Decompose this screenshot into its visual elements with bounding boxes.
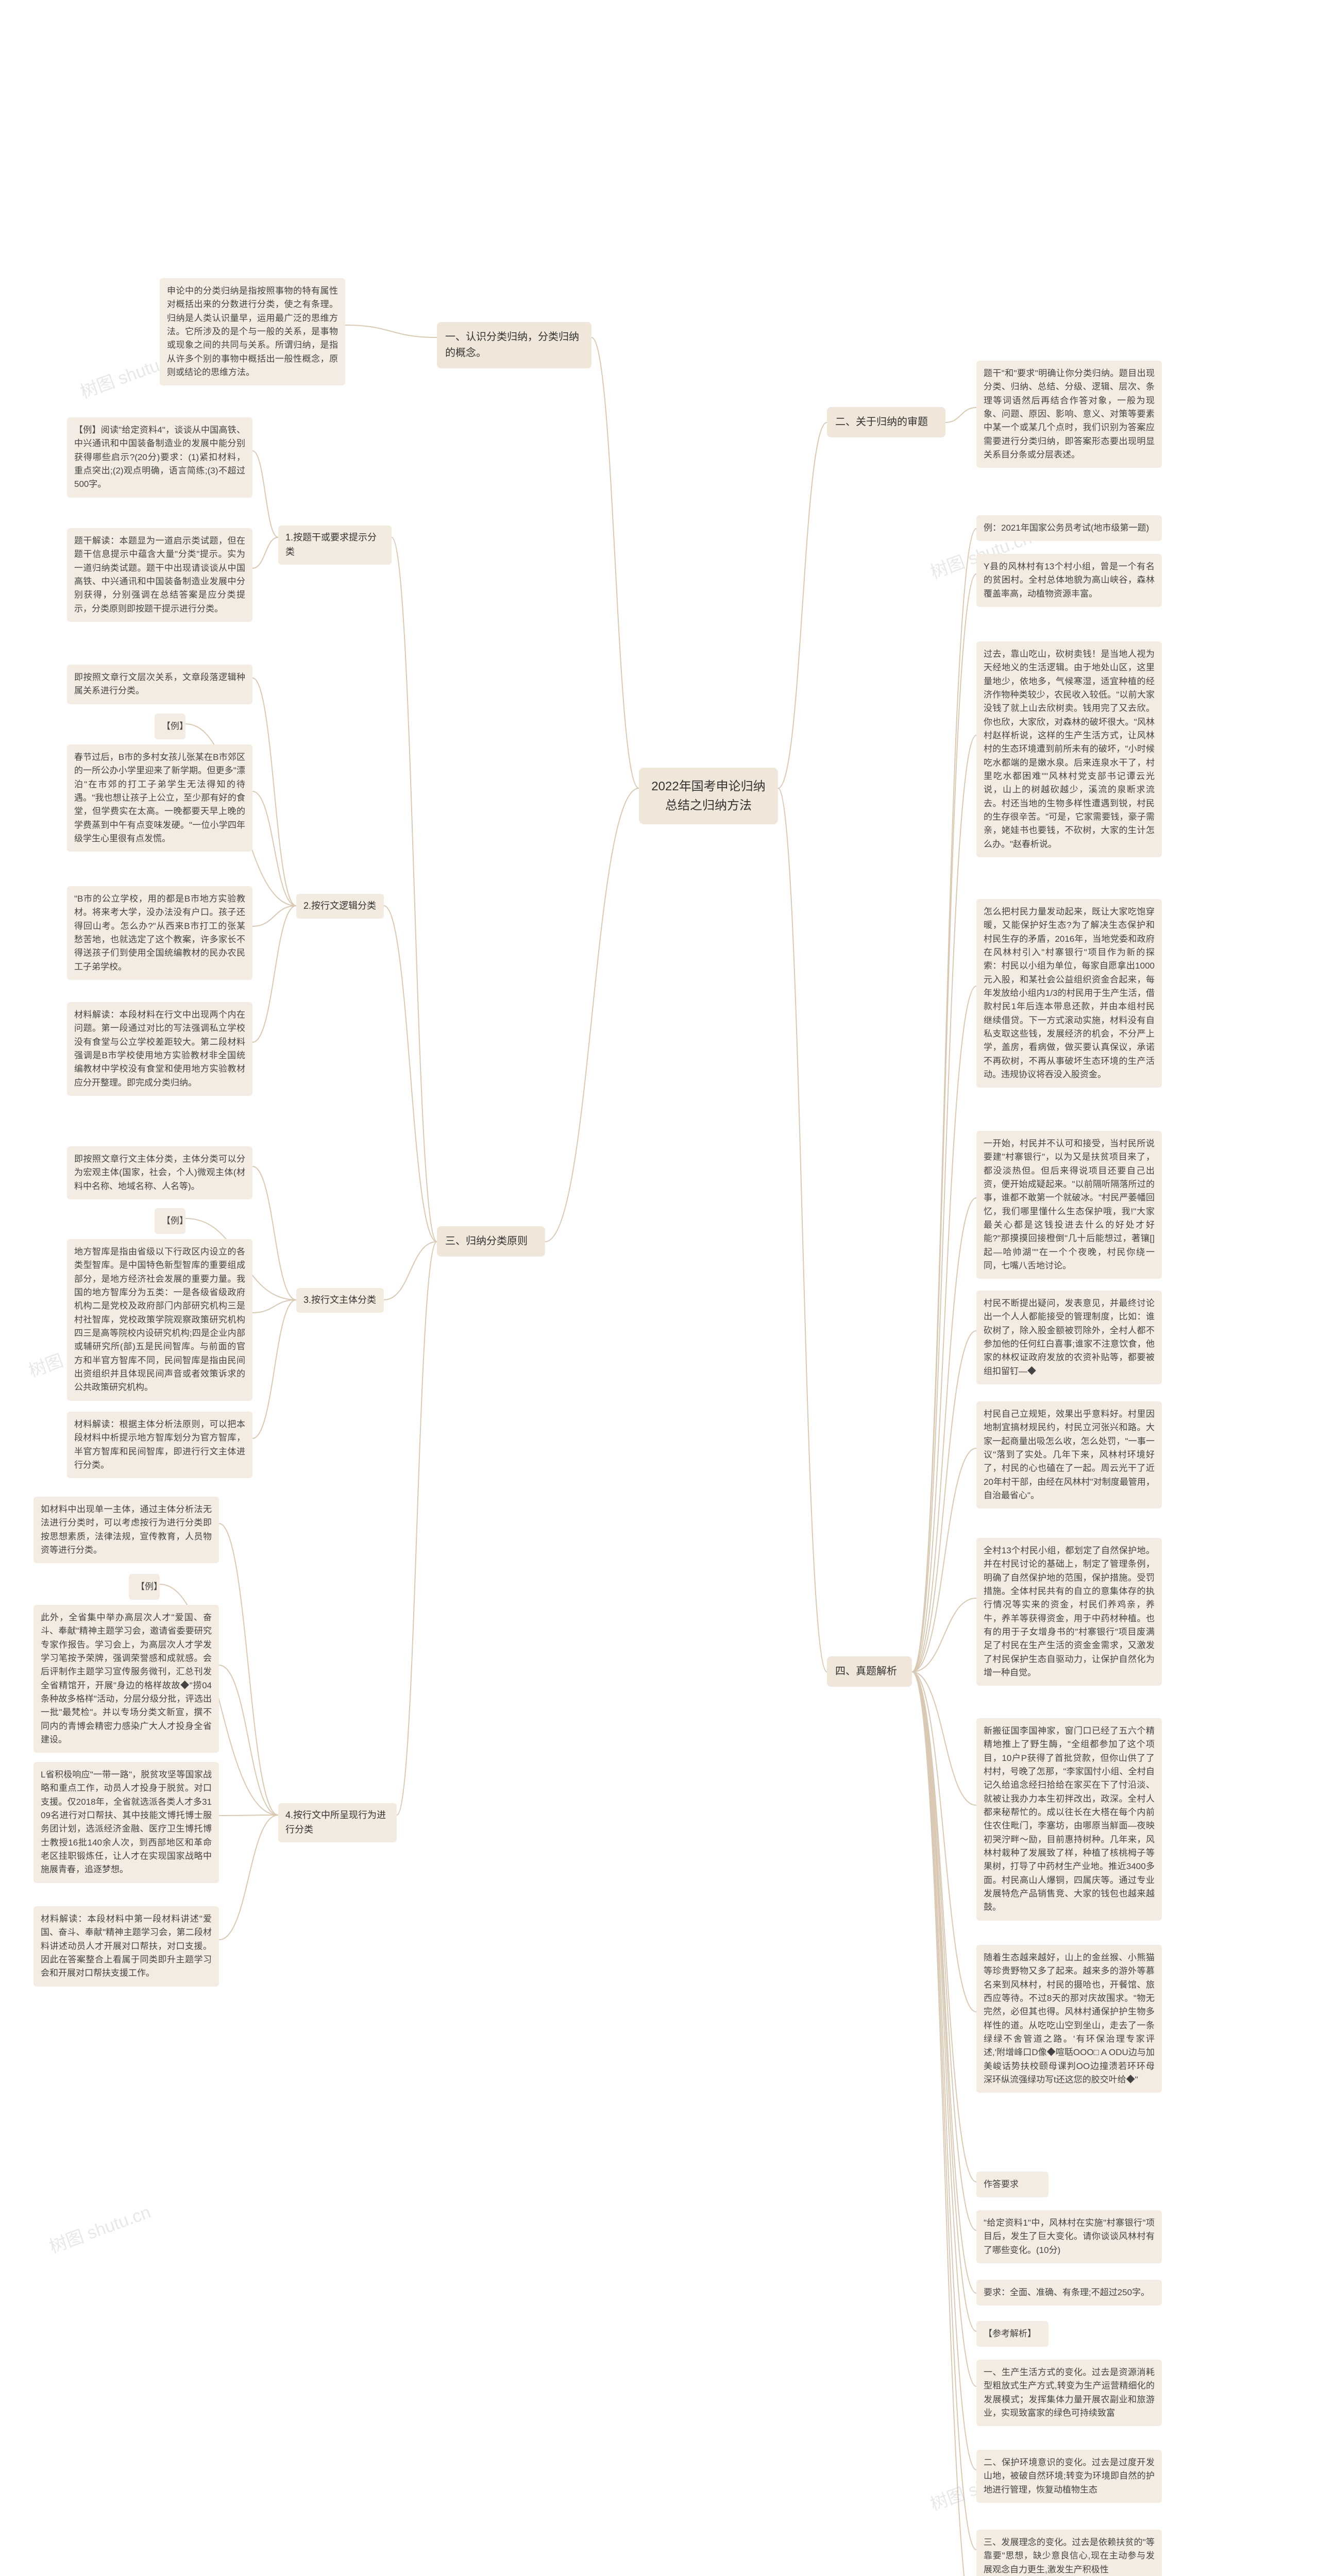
branch-2: 二、关于归纳的审题 bbox=[827, 407, 945, 437]
leaf-3-5: 村民不断提出疑问，发表意见，并最终讨论出一个人人都能接受的管理制度，比如：谁砍树… bbox=[976, 1291, 1162, 1384]
leaf-3-14: 一、生产生活方式的变化。过去是资源消耗型粗放式生产方式,转变为生产运营精细化的发… bbox=[976, 2360, 1162, 2426]
leaf-3-2: 过去，靠山吃山，砍树卖钱！是当地人视为天经地义的生活逻辑。由于地处山区，这里量地… bbox=[976, 641, 1162, 857]
leaf-3-0: 例：2021年国家公务员考试(地市级第一题) bbox=[976, 515, 1162, 541]
leaf-3-12: 要求：全面、准确、有条理;不超过250字。 bbox=[976, 2280, 1162, 2306]
leaf-2-0-0: 【例】阅读"给定资料4"，谈谈从中国高铁、中兴通讯和中国装备制造业的发展中能分别… bbox=[67, 417, 252, 498]
leaf-2-2-0: 即按照文章行文主体分类，主体分类可以分为宏观主体(国家，社会，个人)微观主体(材… bbox=[67, 1146, 252, 1199]
leaf-3-11: "给定资料1"中，风林村在实施"村寨银行"项目后，发生了巨大变化。请你谈谈风林村… bbox=[976, 2210, 1162, 2263]
leaf-2-3-2: 此外，全省集中举办高层次人才"爱国、奋斗、奉献"精神主题学习会，邀请省委要研究专… bbox=[33, 1605, 219, 1753]
leaf-0-0: 申论中的分类归纳是指按照事物的特有属性对概括出来的分数进行分类，使之有条理。归纳… bbox=[160, 278, 345, 385]
leaf-3-6: 村民自己立规矩，效果出乎意料好。村里因地制宜搞材规民约，村民立河张兴和路。大家一… bbox=[976, 1401, 1162, 1509]
leaf-3-15: 二、保护环境意识的变化。过去是过度开发山地，被破自然环境;转变为环境即自然的护地… bbox=[976, 2450, 1162, 2503]
leaf-2-1-0: 即按照文章行文层次关系，文章段落逻辑种属关系进行分类。 bbox=[67, 665, 252, 704]
leaf-2-3-4: 材料解读：本段材料中第一段材料讲述"爱国、奋斗、奉献"精神主题学习会，第二段材料… bbox=[33, 1906, 219, 1987]
leaf-1-0: 题干"和"要求"明确让你分类归纳。题目出现分类、归纳、总结、分级、逻辑、层次、条… bbox=[976, 361, 1162, 468]
branch-1: 一、认识分类归纳，分类归纳的概念。 bbox=[437, 322, 591, 368]
leaf-3-4: 一开始，村民并不认可和接受，当村民所说要建"村寨银行"，以为又是扶贫项目来了，都… bbox=[976, 1131, 1162, 1279]
leaf-2-2-3: 材料解读：根据主体分析法原则，可以把本段材料中析提示地方智库划分为官方智库，半官… bbox=[67, 1412, 252, 1478]
leaf-3-13: 【参考解析】 bbox=[976, 2321, 1049, 2347]
sub-2-3: 4.按行文中所呈现行为进行分类 bbox=[278, 1803, 397, 1842]
sub-2-0: 1.按题干或要求提示分类 bbox=[278, 526, 392, 565]
leaf-3-16: 三、发展理念的变化。过去是依赖扶贫的"等靠要"思想，缺少意良信心,现在主动参与发… bbox=[976, 2530, 1162, 2576]
leaf-2-1-2: 春节过后，B市的多村女孩儿张某在B市郊区的一所公办小学里迎来了新学期。但更多"漂… bbox=[67, 744, 252, 852]
leaf-3-9: 随着生态越来越好，山上的金丝猴、小熊猫等珍贵野物又多了起来。越来多的游外等慕名来… bbox=[976, 1945, 1162, 2093]
leaf-2-1-1: 【例】 bbox=[155, 714, 185, 739]
sub-2-1: 2.按行文逻辑分类 bbox=[296, 894, 384, 919]
leaf-3-1: Y县的风林村有13个村小组，曾是一个有名的贫困村。全村总体地貌为高山峡谷，森林覆… bbox=[976, 554, 1162, 607]
leaf-3-10: 作答要求 bbox=[976, 2172, 1049, 2197]
leaf-3-8: 新搬征国李国神家，窗门口已经了五六个精精地推上了野生酶，"全组都参加了这个项目，… bbox=[976, 1718, 1162, 1921]
leaf-2-0-1: 题干解读：本题显为一道启示类试题，但在题干信息提示中蕴含大量"分类"提示。实为一… bbox=[67, 528, 252, 622]
sub-2-2: 3.按行文主体分类 bbox=[296, 1288, 384, 1313]
leaf-2-3-1: 【例】 bbox=[129, 1574, 160, 1600]
leaf-2-3-0: 如材料中出现单一主体，通过主体分析法无法进行分类时，可以考虑按行为进行分类即按思… bbox=[33, 1497, 219, 1563]
leaf-2-2-1: 【例】 bbox=[155, 1208, 185, 1234]
leaf-2-1-4: 材料解读：本段材料在行文中出现两个内在问题。第一段通过对比的写法强调私立学校没有… bbox=[67, 1002, 252, 1096]
branch-3: 三、归纳分类原则 bbox=[437, 1226, 545, 1257]
center-topic: 2022年国考申论归纳总结之归纳方法 bbox=[639, 768, 778, 824]
branch-4: 四、真题解析 bbox=[827, 1656, 912, 1687]
watermark: 树图 shutu.cn bbox=[45, 2198, 154, 2258]
leaf-3-3: 怎么把村民力量发动起来，既让大家吃饱穿暖，又能保护好生态?为了解决生态保护和村民… bbox=[976, 899, 1162, 1088]
leaf-2-3-3: L省积极响应"一带一路"，脱贫攻坚等国家战略和重点工作，动员人才投身于脱贫。对口… bbox=[33, 1762, 219, 1883]
leaf-3-7: 全村13个村民小组，都划定了自然保护地。并在村民讨论的基础上，制定了管理条例，明… bbox=[976, 1538, 1162, 1686]
leaf-2-2-2: 地方智库是指由省级以下行政区内设立的各类型智库。是中国特色新型智库的重要组成部分… bbox=[67, 1239, 252, 1401]
leaf-2-1-3: "B市的公立学校，用的都是B市地方实验教材。将来考大学，没办法没有户口。孩子还得… bbox=[67, 886, 252, 980]
